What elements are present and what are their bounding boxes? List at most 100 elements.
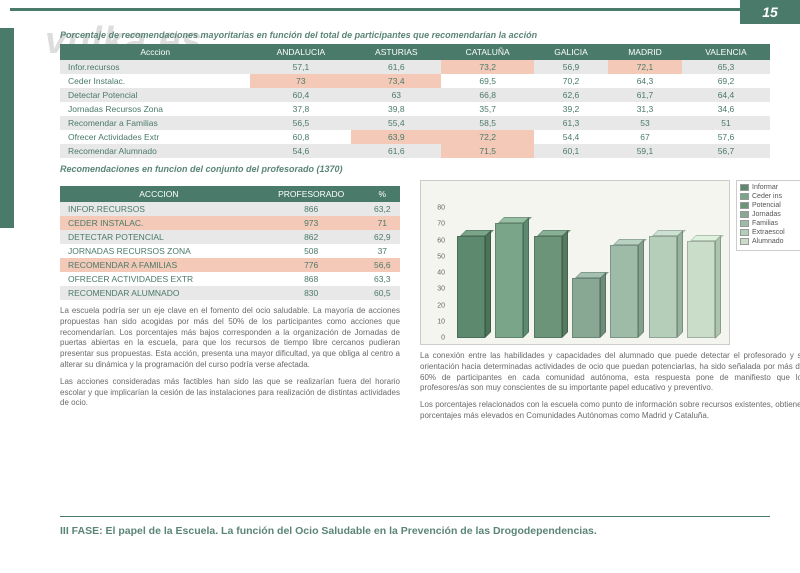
legend-item: Ceder ins	[740, 193, 800, 200]
table-cell: 862	[258, 230, 365, 244]
header-rule	[10, 8, 800, 11]
table-cell: 830	[258, 286, 365, 300]
table-cell: DETECTAR POTENCIAL	[60, 230, 258, 244]
table-cell: JORNADAS RECURSOS ZONA	[60, 244, 258, 258]
legend-item: Informar	[740, 184, 800, 191]
table-cell: 55,4	[351, 116, 441, 130]
table-cell: 64,3	[608, 74, 682, 88]
table-header: MADRID	[608, 44, 682, 60]
legend-item: Alumnado	[740, 238, 800, 245]
table-cell: 57,6	[682, 130, 770, 144]
table-cell: 61,6	[351, 144, 441, 158]
chart-bar	[495, 223, 523, 338]
table-cell: 868	[258, 272, 365, 286]
table-cell: 72,2	[441, 130, 534, 144]
chart-bar	[687, 241, 715, 339]
table-cell: Detectar Potencial	[60, 88, 250, 102]
table-header: Acccion	[60, 44, 250, 60]
table-cell: RECOMENDAR ALUMNADO	[60, 286, 258, 300]
table-cell: 51	[682, 116, 770, 130]
table-cell: OFRECER ACTIVIDADES EXTR	[60, 272, 258, 286]
table-cell: 39,8	[351, 102, 441, 116]
table-header: CATALUÑA	[441, 44, 534, 60]
chart-bar	[572, 278, 600, 338]
table-cell: Recomendar Alumnado	[60, 144, 250, 158]
table-cell: 57,1	[250, 60, 351, 74]
table-cell: Recomendar a Familias	[60, 116, 250, 130]
table-cell: 34,6	[682, 102, 770, 116]
table-cell: 508	[258, 244, 365, 258]
table-cell: 60,5	[365, 286, 400, 300]
table-cell: 37,8	[250, 102, 351, 116]
footer-title: III FASE: El papel de la Escuela. La fun…	[60, 516, 770, 537]
page-content: Porcentaje de recomendaciones mayoritari…	[60, 30, 770, 422]
legend-item: Extraescol	[740, 229, 800, 236]
legend-item: Familias	[740, 220, 800, 227]
table-header: VALENCIA	[682, 44, 770, 60]
paragraph-2: Las acciones consideradas más factibles …	[60, 377, 400, 409]
section-subtitle: Recomendaciones en funcion del conjunto …	[60, 164, 770, 174]
paragraph-1: La escuela podría ser un eje clave en el…	[60, 306, 400, 371]
chart-legend: Informar Ceder ins Potencial Jornadas Famili…	[736, 180, 800, 251]
table-cell: Infor.recursos	[60, 60, 250, 74]
table-cell: 65,3	[682, 60, 770, 74]
table-cell: 62,6	[534, 88, 608, 102]
table-cell: 63,9	[351, 130, 441, 144]
chart-bar	[610, 245, 638, 338]
table-cell: RECOMENDAR A FAMILIAS	[60, 258, 258, 272]
table-cell: 56,6	[365, 258, 400, 272]
table-header: GALICIA	[534, 44, 608, 60]
table-cell: 31,3	[608, 102, 682, 116]
table-header: ANDALUCIA	[250, 44, 351, 60]
table-cell: 58,5	[441, 116, 534, 130]
left-sidebar-accent	[0, 28, 14, 228]
table-cell: INFOR.RECURSOS	[60, 202, 258, 216]
right-column: 01020304050607080 InformarCeder insPoten…	[420, 180, 800, 422]
table-cell: 866	[258, 202, 365, 216]
table-cell: 73,4	[351, 74, 441, 88]
table-header: ASTURIAS	[351, 44, 441, 60]
table-cell: 61,3	[534, 116, 608, 130]
table-cell: 63	[351, 88, 441, 102]
table-header: PROFESORADO	[258, 186, 365, 202]
legend-item: Potencial	[740, 202, 800, 209]
table-cell: 60,4	[250, 88, 351, 102]
table-cell: 63,3	[365, 272, 400, 286]
table-cell: 59,1	[608, 144, 682, 158]
table-cell: 63,2	[365, 202, 400, 216]
table-cell: 71	[365, 216, 400, 230]
table-cell: 776	[258, 258, 365, 272]
table-cell: CEDER INSTALAC.	[60, 216, 258, 230]
table-cell: 69,5	[441, 74, 534, 88]
left-column: ACCCIONPROFESORADO%INFOR.RECURSOS86663,2…	[60, 180, 400, 422]
table-cell: 53	[608, 116, 682, 130]
paragraph-4: Los porcentajes relacionados con la escu…	[420, 400, 800, 422]
section-title-1: Porcentaje de recomendaciones mayoritari…	[60, 30, 770, 40]
table-cell: 35,7	[441, 102, 534, 116]
table-cell: 70,2	[534, 74, 608, 88]
paragraph-3: La conexión entre las habilidades y capa…	[420, 351, 800, 394]
legend-item: Jornadas	[740, 211, 800, 218]
page-number: 15	[740, 0, 800, 24]
table-cell: Ofrecer Actividades Extr	[60, 130, 250, 144]
table-cell: 60,1	[534, 144, 608, 158]
table-cell: 62,9	[365, 230, 400, 244]
table-cell: 66,8	[441, 88, 534, 102]
table-cell: 60,8	[250, 130, 351, 144]
table-header: ACCCION	[60, 186, 258, 202]
table-cell: Ceder Instalac.	[60, 74, 250, 88]
table-cell: 64,4	[682, 88, 770, 102]
table-cell: 61,7	[608, 88, 682, 102]
chart-bar	[457, 236, 485, 338]
table-cell: 67	[608, 130, 682, 144]
table-cell: 37	[365, 244, 400, 258]
table-cell: 39,2	[534, 102, 608, 116]
table-cell: 56,9	[534, 60, 608, 74]
table-cell: 973	[258, 216, 365, 230]
table-cell: 73	[250, 74, 351, 88]
table-cell: 54,6	[250, 144, 351, 158]
table-cell: 56,5	[250, 116, 351, 130]
table-cell: Jornadas Recursos Zona	[60, 102, 250, 116]
table-cell: 73,2	[441, 60, 534, 74]
table-cell: 54,4	[534, 130, 608, 144]
